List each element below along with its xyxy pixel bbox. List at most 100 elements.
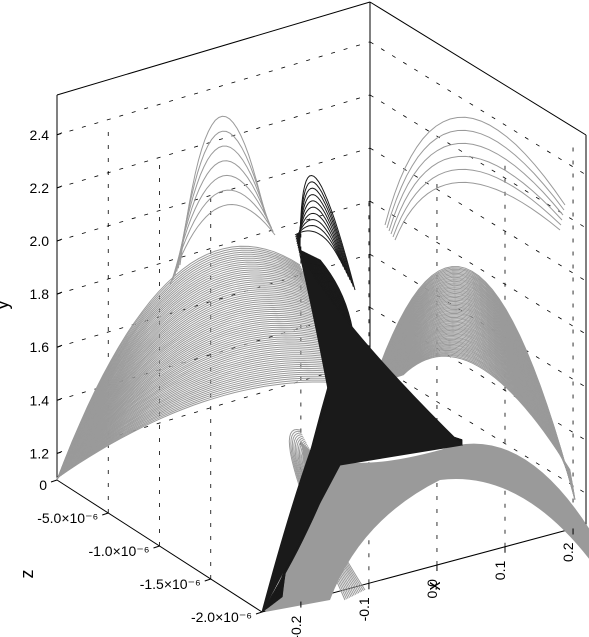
proj-zy-curve-36 <box>56 316 332 480</box>
trajectory-loop-2 <box>298 187 353 284</box>
proj-zy-curve-27 <box>56 299 324 480</box>
z-tick-label-3: -1.5×10⁻⁶ <box>140 576 201 592</box>
proj-zy-curve-45 <box>56 334 340 480</box>
y-tick-label-5: 2.2 <box>30 180 50 196</box>
proj-zy-curve-11 <box>56 267 310 480</box>
proj-zy-curve-21 <box>56 287 319 480</box>
proj-zy-curve-57 <box>56 358 350 479</box>
proj-zy-curve-66 <box>56 375 358 479</box>
x-tick-label-0: -0.2 <box>288 615 304 637</box>
proj-zy-curve-53 <box>56 350 347 479</box>
proj-zy-curve-64 <box>56 371 356 479</box>
z-tick-label-0: 0 <box>39 477 47 493</box>
proj-zy-curve-28 <box>56 301 325 480</box>
proj-zy-curve-54 <box>56 352 348 479</box>
proj-zy-curve-63 <box>56 369 355 479</box>
y-tick-label-6: 2.4 <box>30 127 50 143</box>
proj-zy-curve-16 <box>56 277 315 480</box>
z-tick-label-1: -5.0×10⁻⁶ <box>37 510 98 526</box>
proj-xy-loop-4 <box>392 168 562 238</box>
x-tick-label-2: 0.0 <box>424 579 440 599</box>
proj-zy-curve-32 <box>56 308 328 480</box>
proj-zy-curve-35 <box>56 314 331 480</box>
proj-zy-curve-30 <box>56 304 327 480</box>
grid-left-5 <box>56 94 371 189</box>
y-tick-mark-1 <box>56 397 63 401</box>
x-tick-label-1: -0.1 <box>356 597 372 621</box>
y-tick-label-3: 1.8 <box>30 286 50 302</box>
proj-zy-curve-1 <box>56 247 302 481</box>
proj-zy-curve-5 <box>56 255 305 481</box>
tick-labels: 1.2 1.4 1.6 1.8 2.0 2.2 2.4 0 -5.0×10⁻⁶ -1.0×10⁻⁶… <box>30 127 577 637</box>
box-edge-2 <box>369 1 587 136</box>
y-tick-mark-4 <box>56 238 63 242</box>
y-tick-label-0: 1.2 <box>30 445 50 461</box>
proj-zy-curve-58 <box>56 360 351 479</box>
proj-zy-curve-26 <box>56 297 323 480</box>
proj-zy-curve-33 <box>56 310 329 480</box>
grid-right-4 <box>369 147 587 282</box>
proj-zy-curve-47 <box>56 338 342 479</box>
projection-curves <box>56 115 589 612</box>
proj-zy-curve-23 <box>56 291 321 480</box>
proj-zy-curve-15 <box>56 275 314 480</box>
proj-zy-curve-20 <box>56 285 318 480</box>
proj-zy-curve-8 <box>56 261 308 480</box>
proj-zy-curve-2 <box>56 249 302 481</box>
z-tick-label-2: -1.0×10⁻⁶ <box>88 543 149 559</box>
trajectory-surface <box>261 254 464 613</box>
proj-zy-loop-5 <box>171 189 274 282</box>
y-tick-mark-6 <box>56 132 63 136</box>
proj-zy-curve-3 <box>56 251 303 481</box>
grid-left-6 <box>56 41 371 136</box>
z-tick-label-4: -2.0×10⁻⁶ <box>191 609 252 625</box>
proj-zy-curve-18 <box>56 281 316 480</box>
trajectory-loop-4 <box>297 200 349 277</box>
proj-zy-loop-2 <box>176 145 269 272</box>
proj-zy-curve-10 <box>56 265 309 480</box>
proj-zy-curve-4 <box>56 253 304 481</box>
y-tick-mark-2 <box>56 344 63 348</box>
proj-zy-loop-4 <box>172 174 273 279</box>
trajectory-loop-3 <box>297 194 351 281</box>
proj-zy-curve-51 <box>56 346 345 479</box>
proj-zy-curve-49 <box>56 342 343 479</box>
proj-zy-loop-6 <box>169 203 276 286</box>
proj-zy-curve-24 <box>56 293 322 480</box>
proj-zy-curve-40 <box>56 324 335 480</box>
proj-zy-curve-43 <box>56 330 338 480</box>
grid-right-0 <box>369 360 587 494</box>
z-tick-mark-3 <box>204 578 211 582</box>
proj-zy-curve-34 <box>56 312 330 480</box>
proj-zy-curve-48 <box>56 340 342 479</box>
proj-zy-curve-59 <box>56 361 352 479</box>
proj-zy-curve-62 <box>56 367 354 479</box>
proj-zy-curve-17 <box>56 279 316 480</box>
trajectory-loop-0 <box>299 174 356 291</box>
x-tick-label-4: 0.2 <box>560 542 576 562</box>
y-axis-title: y <box>0 301 12 310</box>
proj-xy-loop-2 <box>388 142 564 232</box>
proj-zy-curve-55 <box>56 354 348 479</box>
z-tick-mark-0 <box>50 479 58 483</box>
proj-xy-curve-69 <box>402 355 571 471</box>
box-edge-1 <box>56 1 371 96</box>
proj-zy-curve-69 <box>56 381 361 479</box>
z-tick-mark-4 <box>255 611 263 615</box>
proj-zy-curve-9 <box>56 263 309 480</box>
z-axis-title: z <box>17 570 37 579</box>
grid-right-6 <box>369 41 587 176</box>
grid-left-3 <box>56 200 371 295</box>
grid-right-5 <box>369 94 587 229</box>
proj-xy-loop-1 <box>386 129 565 229</box>
proj-xy-loop-0 <box>384 116 566 226</box>
proj-zy-loop-0 <box>179 115 266 266</box>
proj-zy-curve-68 <box>56 379 360 479</box>
proj-zy-curve-46 <box>56 336 341 480</box>
proj-zy-curve-7 <box>56 259 307 480</box>
proj-zy-curve-22 <box>56 289 320 480</box>
proj-zy-curve-60 <box>56 363 353 479</box>
grid-right-3 <box>369 200 587 335</box>
proj-zy-curve-12 <box>56 269 311 480</box>
proj-zy-curve-67 <box>56 377 359 479</box>
